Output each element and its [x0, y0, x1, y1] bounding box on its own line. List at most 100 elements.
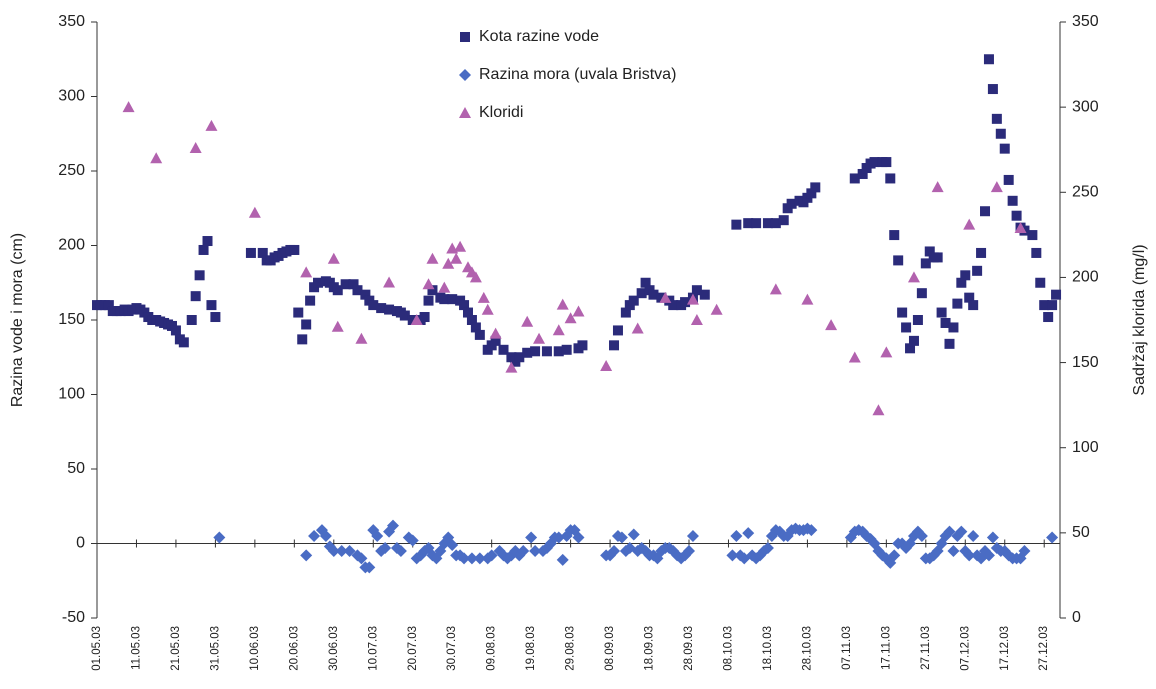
point — [952, 298, 963, 309]
point — [541, 346, 552, 357]
point — [659, 291, 672, 303]
point — [300, 266, 313, 278]
point — [805, 524, 818, 537]
point — [932, 252, 943, 263]
point — [446, 538, 459, 551]
point — [465, 552, 478, 565]
point — [964, 292, 975, 303]
point — [170, 325, 181, 336]
x-tick-label: 27.12.03 — [1038, 626, 1050, 671]
point — [1051, 289, 1062, 300]
point — [178, 337, 189, 348]
x-tick-label: 08.10.03 — [723, 626, 735, 671]
point — [627, 528, 640, 541]
x-tick-label: 20.06.03 — [288, 626, 300, 671]
y-tick-label: 250 — [58, 162, 85, 179]
y2-tick-label: 300 — [1072, 98, 1099, 115]
point — [501, 552, 514, 565]
point — [1003, 174, 1014, 185]
point — [889, 230, 900, 241]
point — [438, 281, 451, 293]
point — [1035, 277, 1046, 288]
x-tick-label: 28.10.03 — [801, 626, 813, 671]
point — [885, 173, 896, 184]
point — [394, 544, 407, 557]
point — [924, 246, 935, 257]
point — [609, 340, 620, 351]
point — [751, 218, 762, 229]
point — [1046, 531, 1059, 544]
point — [360, 289, 371, 300]
x-tick-label: 17.11.03 — [880, 626, 892, 670]
y-tick-label: 350 — [58, 13, 85, 30]
point — [387, 519, 400, 532]
x-tick-label: 07.11.03 — [841, 626, 853, 670]
point — [983, 54, 994, 65]
point — [897, 307, 908, 318]
x-tick-label: 10.07.03 — [367, 626, 379, 671]
point — [999, 143, 1010, 154]
point — [327, 544, 340, 557]
x-tick-label: 28.09.03 — [683, 626, 695, 671]
point — [122, 101, 135, 113]
y2-tick-label: 50 — [1072, 524, 1090, 541]
point — [608, 544, 621, 557]
point — [150, 152, 163, 164]
x-tick-label: 30.06.03 — [328, 626, 340, 671]
point — [399, 310, 410, 321]
y2-tick-label: 0 — [1072, 609, 1081, 626]
point — [552, 324, 565, 336]
point — [1007, 195, 1018, 206]
point — [331, 320, 344, 332]
y2-axis-label: Sadržaj klorida (mg/l) — [1131, 244, 1148, 395]
point — [1027, 230, 1038, 241]
x-tick-label: 29.08.03 — [565, 626, 577, 671]
point — [742, 527, 755, 540]
point — [505, 361, 518, 373]
y2-tick-label: 200 — [1072, 269, 1099, 286]
point — [620, 307, 631, 318]
point — [454, 240, 467, 252]
y-axis-label: Razina vode i mora (cm) — [9, 233, 26, 407]
point — [940, 317, 951, 328]
point — [631, 322, 644, 334]
point — [888, 549, 901, 562]
point — [857, 168, 868, 179]
point — [963, 218, 976, 230]
point — [245, 247, 256, 258]
point — [1014, 222, 1027, 234]
point — [762, 218, 773, 229]
point — [308, 530, 321, 543]
point — [190, 291, 201, 302]
point — [186, 315, 197, 325]
point — [553, 346, 564, 357]
point — [352, 285, 363, 296]
point — [458, 552, 471, 565]
point — [340, 279, 351, 290]
point — [936, 307, 947, 318]
point — [319, 530, 332, 543]
point — [332, 285, 343, 296]
legend-label: Razina mora (uvala Bristva) — [479, 66, 676, 83]
point — [944, 338, 955, 349]
point — [786, 198, 797, 209]
point — [849, 173, 860, 184]
point — [810, 182, 821, 193]
y-tick-label: -50 — [62, 609, 85, 626]
point — [848, 351, 861, 363]
point — [564, 312, 577, 324]
point — [368, 300, 379, 311]
point — [293, 307, 304, 318]
point — [469, 271, 482, 283]
point — [556, 298, 569, 310]
point — [982, 549, 995, 562]
legend-marker — [459, 107, 471, 118]
point — [615, 531, 628, 544]
point — [730, 530, 743, 543]
point — [972, 265, 983, 276]
point — [686, 530, 699, 543]
point — [447, 294, 458, 305]
point — [572, 305, 585, 317]
x-tick-label: 19.08.03 — [525, 626, 537, 671]
point — [691, 285, 702, 296]
